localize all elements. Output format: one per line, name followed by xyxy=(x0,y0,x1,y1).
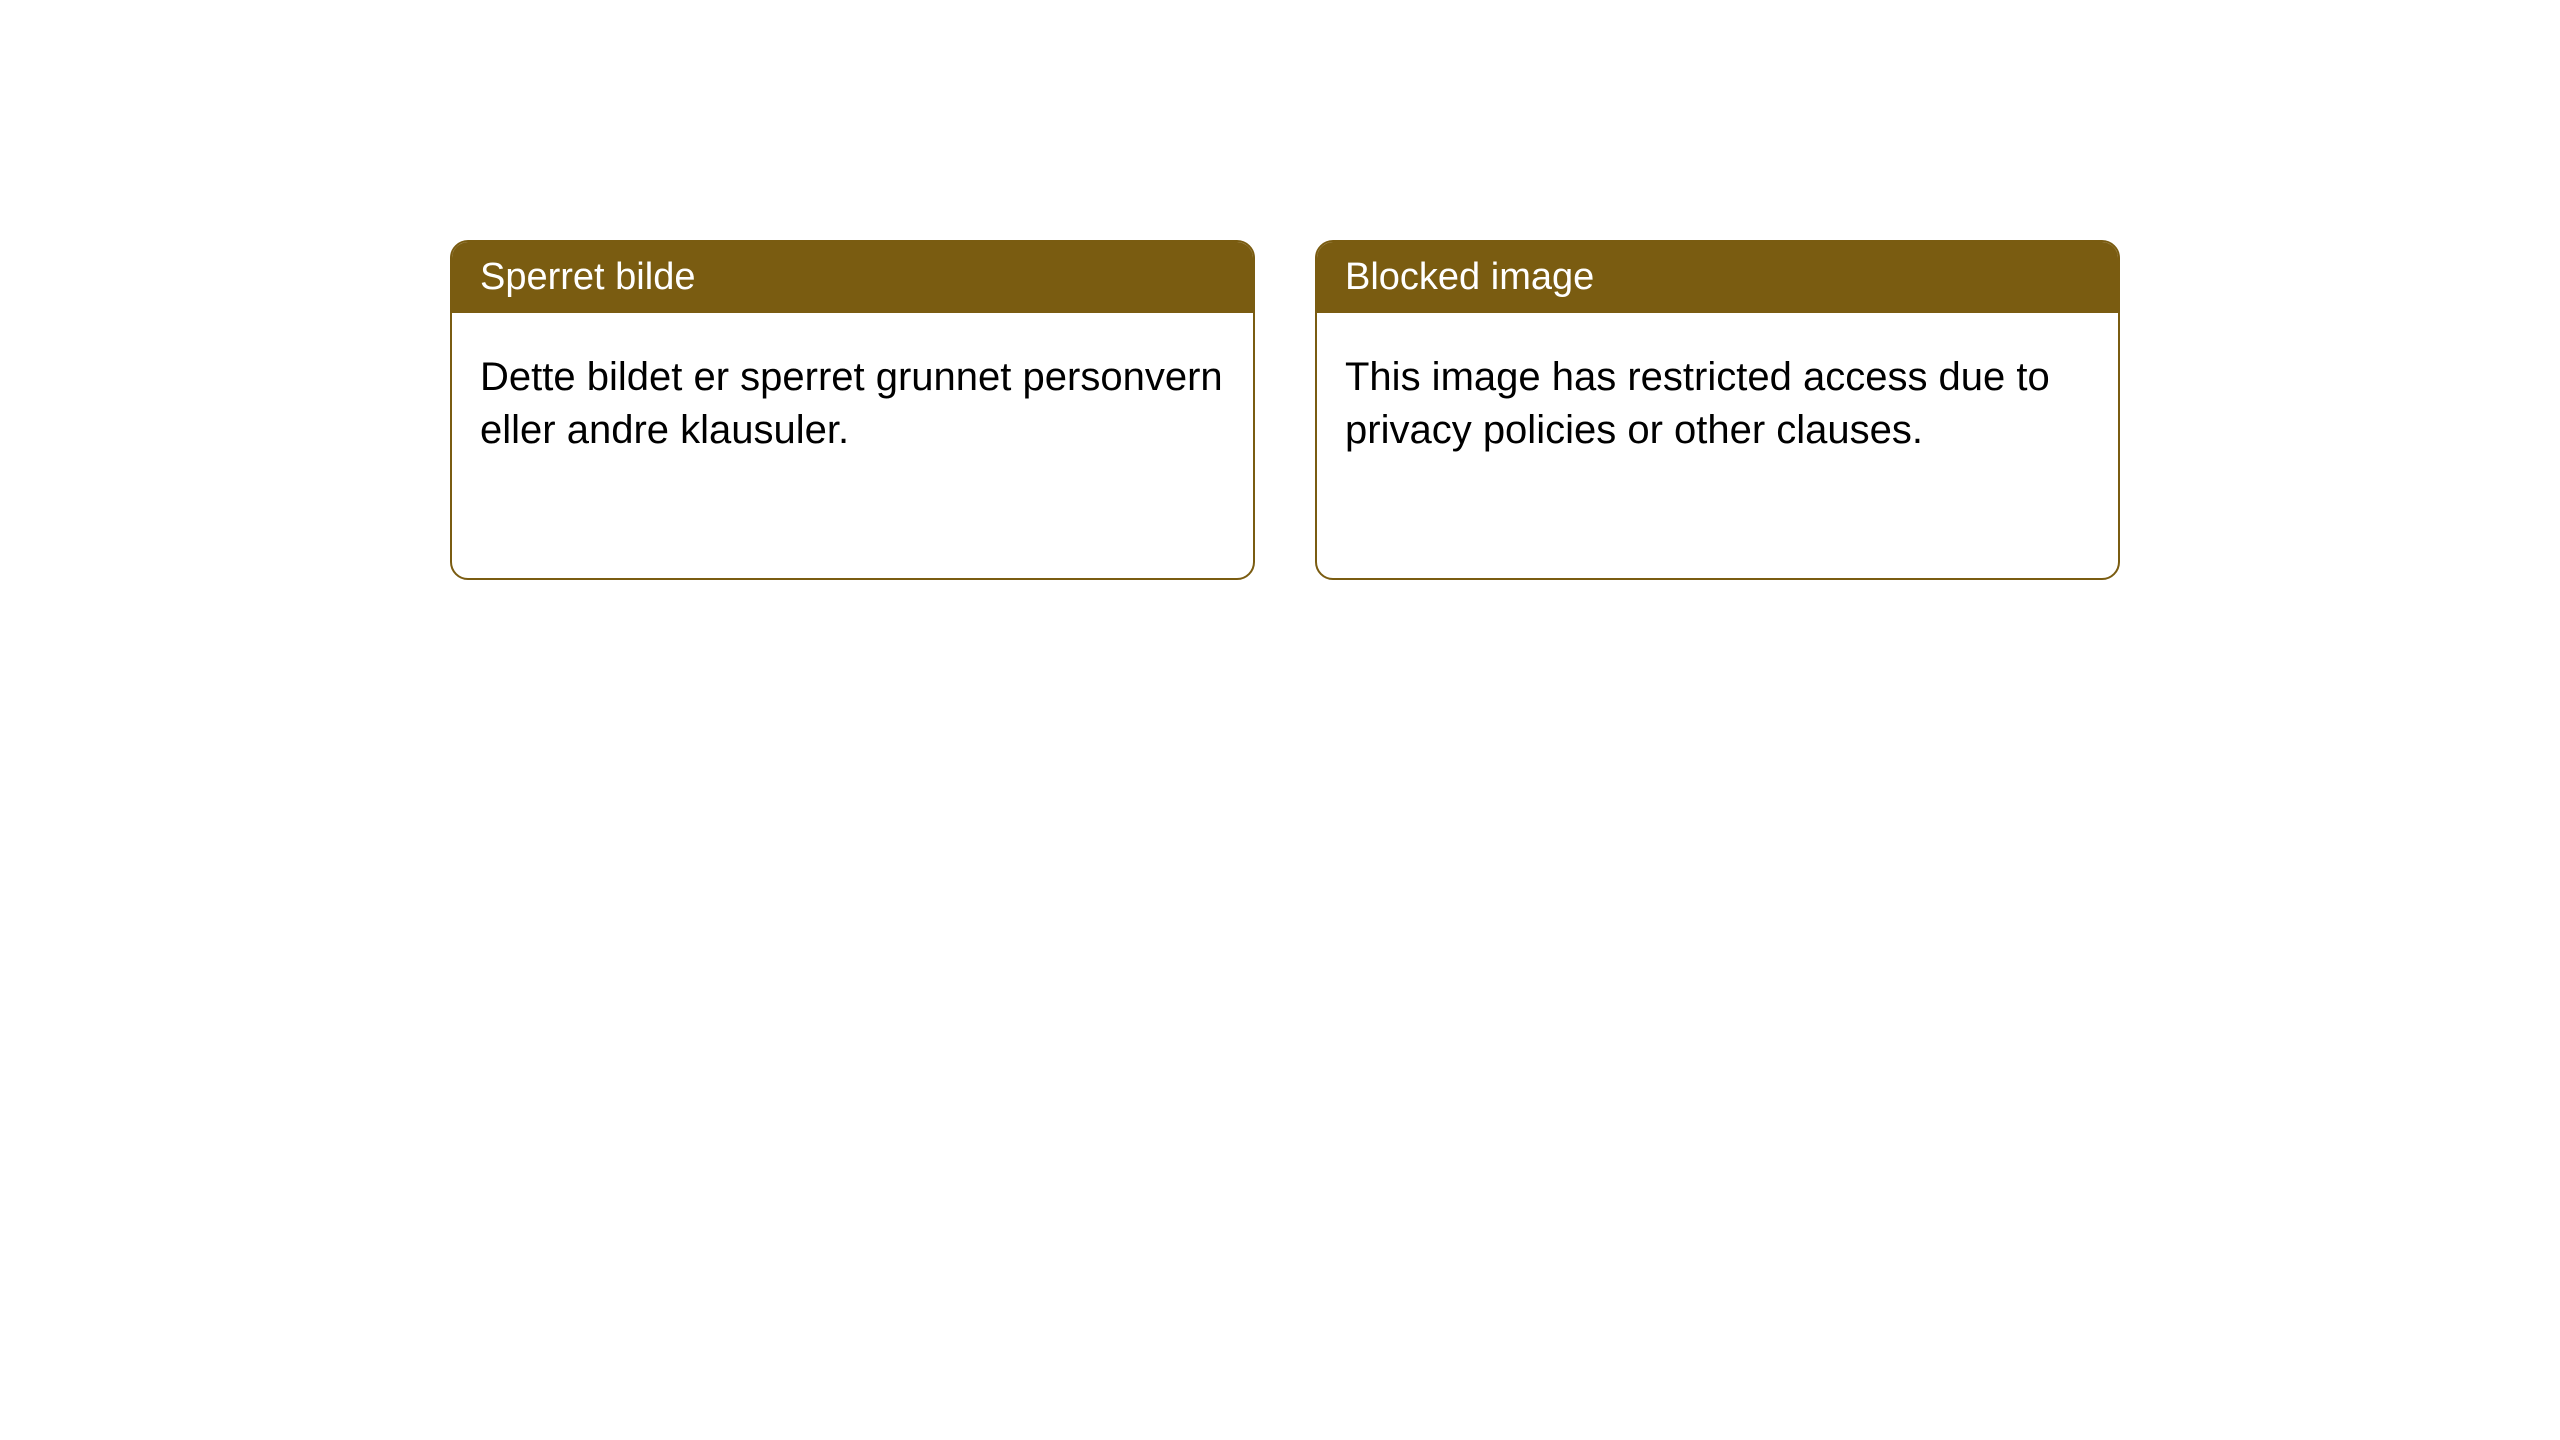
card-header: Sperret bilde xyxy=(452,242,1253,313)
card-body: Dette bildet er sperret grunnet personve… xyxy=(452,313,1253,495)
blocked-image-card-en: Blocked image This image has restricted … xyxy=(1315,240,2120,580)
card-title: Blocked image xyxy=(1345,256,1594,298)
card-body-text: This image has restricted access due to … xyxy=(1345,355,2050,452)
card-title: Sperret bilde xyxy=(480,256,695,298)
card-body: This image has restricted access due to … xyxy=(1317,313,2118,495)
card-body-text: Dette bildet er sperret grunnet personve… xyxy=(480,355,1223,452)
blocked-image-card-no: Sperret bilde Dette bildet er sperret gr… xyxy=(450,240,1255,580)
card-header: Blocked image xyxy=(1317,242,2118,313)
notice-container: Sperret bilde Dette bildet er sperret gr… xyxy=(0,0,2560,580)
